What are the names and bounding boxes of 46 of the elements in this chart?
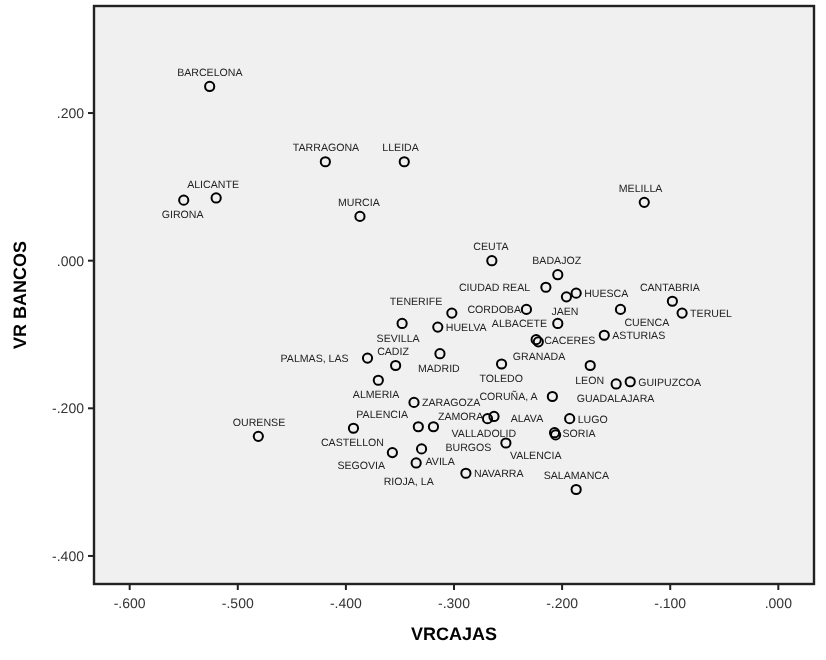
y-axis-title: VR BANCOS [10, 240, 30, 350]
point [610, 378, 622, 390]
point [390, 359, 402, 372]
point [481, 413, 494, 425]
point [408, 396, 420, 409]
point [319, 156, 331, 168]
point [347, 422, 360, 434]
point [410, 457, 422, 469]
point [446, 307, 458, 319]
point [570, 483, 582, 496]
point [204, 80, 216, 93]
point [354, 210, 366, 222]
point [488, 410, 500, 423]
point [552, 269, 564, 281]
point [398, 156, 410, 168]
point [486, 255, 498, 267]
point [178, 194, 190, 206]
point [540, 281, 552, 293]
point [584, 359, 596, 372]
point [666, 295, 678, 307]
point [495, 358, 508, 370]
point [432, 321, 444, 333]
point [210, 192, 222, 204]
point [546, 390, 558, 403]
point [564, 413, 576, 425]
point [415, 443, 428, 455]
point [396, 317, 408, 330]
point [624, 376, 636, 388]
point [252, 430, 264, 442]
point [614, 303, 627, 315]
point [372, 374, 384, 386]
point [500, 437, 512, 449]
point [460, 467, 472, 479]
point [552, 317, 564, 330]
point [361, 352, 374, 364]
point [676, 307, 688, 319]
point [638, 196, 650, 208]
x-axis-title: VRCAJAS [410, 624, 498, 644]
point [427, 421, 440, 433]
point [386, 447, 398, 459]
point [412, 421, 424, 433]
point [570, 287, 582, 299]
point [598, 329, 610, 341]
point [520, 303, 533, 315]
point [560, 291, 573, 303]
point [434, 348, 446, 360]
